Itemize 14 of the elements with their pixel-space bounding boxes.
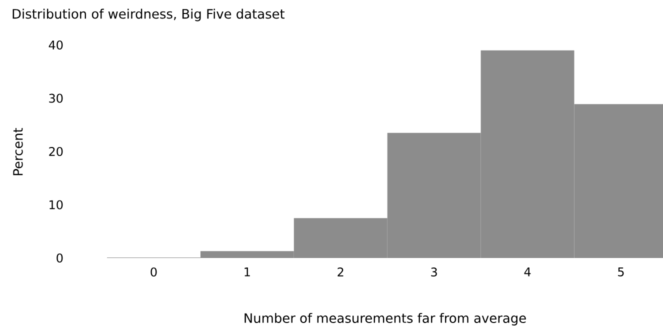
y-tick-label: 10 bbox=[50, 200, 63, 210]
x-tick-label: 2 bbox=[338, 267, 344, 276]
y-tick-label: 0 bbox=[56, 253, 63, 263]
x-tick-label: 1 bbox=[244, 267, 250, 276]
y-tick-label: 40 bbox=[48, 40, 63, 50]
chart-title: Distribution of weirdness, Big Five dataset bbox=[12, 8, 285, 22]
x-tick-label: 0 bbox=[150, 267, 157, 277]
y-tick-label: 30 bbox=[49, 94, 63, 103]
x-tick-label: 3 bbox=[431, 267, 437, 277]
x-tick-label: 5 bbox=[618, 267, 624, 276]
x-axis-title: Number of measurements far from average bbox=[244, 312, 526, 326]
x-tick-label: 4 bbox=[524, 267, 531, 276]
y-tick-label: 20 bbox=[49, 146, 63, 156]
y-axis-title: Percent bbox=[13, 128, 23, 176]
